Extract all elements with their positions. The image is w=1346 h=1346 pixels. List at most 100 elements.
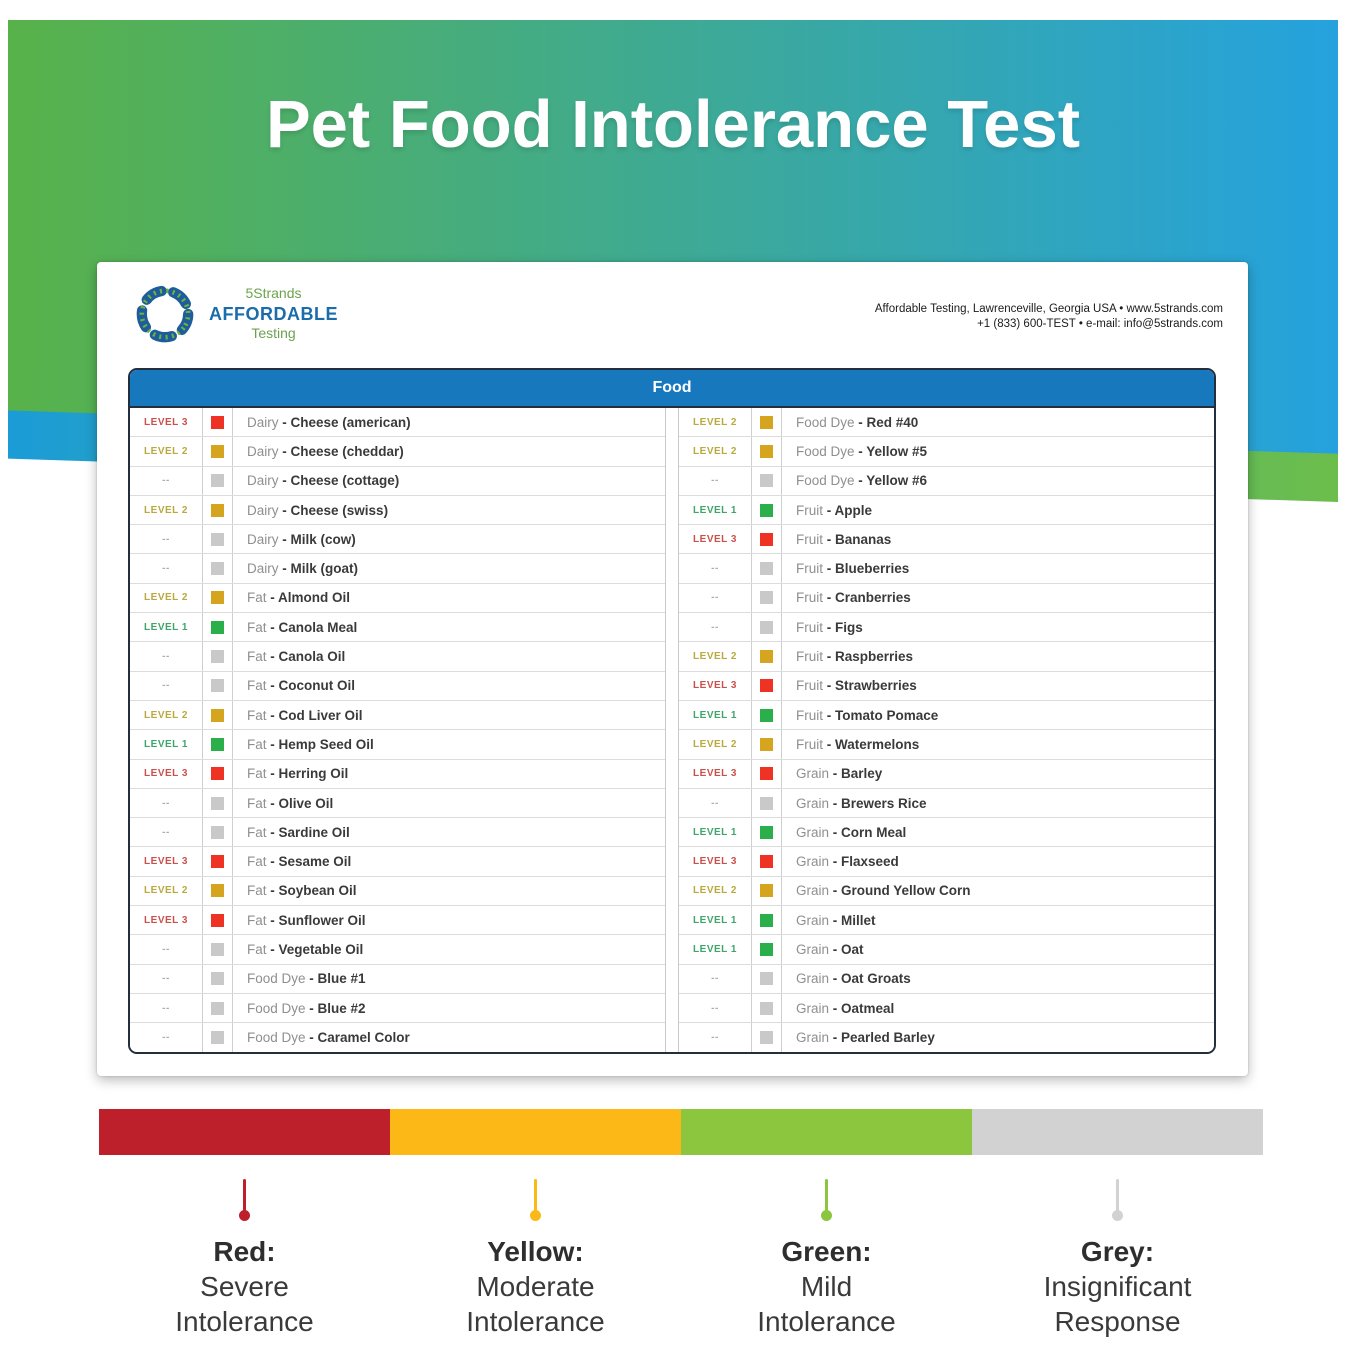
row-category: Grain [796,795,830,811]
row-label: Fat - Soybean Oil [233,877,665,905]
legend-labels: Red: Severe Intolerance Yellow: Moderate… [99,1179,1263,1339]
row-category: Fat [247,766,267,782]
row-label: Food Dye - Blue #2 [233,994,665,1022]
brand-name-main: AFFORDABLE [209,303,338,324]
row-category: Dairy [247,561,279,577]
row-item: - Cheese (american) [278,414,411,430]
severity-swatch-icon [760,708,773,722]
row-swatch-cell [752,964,782,993]
row-category: Fruit [796,502,823,518]
table-row: LEVEL 1 Grain - Millet [679,906,1214,936]
row-category: Fruit [796,531,823,547]
row-category: Fat [247,707,267,723]
row-swatch-cell [752,408,782,437]
row-item: - Strawberries [823,678,917,694]
row-label: Grain - Pearled Barley [782,1023,1214,1051]
row-label: Dairy - Cheese (cottage) [233,467,665,495]
row-swatch-cell [752,847,782,876]
row-label: Grain - Millet [782,906,1214,934]
row-item: - Blueberries [823,561,910,577]
row-swatch-cell [203,613,233,642]
table-row: LEVEL 3 Fat - Sunflower Oil [130,906,665,936]
row-category: Grain [796,912,830,928]
row-level: LEVEL 3 [130,759,203,788]
row-category: Fruit [796,619,823,635]
table-row: LEVEL 1 Fat - Canola Meal [130,613,665,643]
legend-segment-green [681,1109,972,1155]
table-row: -- Food Dye - Blue #2 [130,993,665,1024]
row-category: Fat [247,854,267,870]
legend-pin-icon [1112,1179,1123,1221]
row-swatch-cell [203,906,233,935]
row-swatch-cell [752,671,782,700]
row-item: - Pearled Barley [829,1029,935,1045]
legend-line1: Moderate [476,1271,595,1302]
legend-pin-icon [821,1179,832,1221]
row-level: -- [130,525,203,554]
table-row: LEVEL 2 Grain - Ground Yellow Corn [679,876,1214,907]
row-category: Fruit [796,736,823,752]
severity-swatch-icon [211,415,224,429]
row-swatch-cell [752,583,782,613]
row-category: Dairy [247,502,279,518]
severity-swatch-icon [760,591,773,605]
row-label: Fruit - Tomato Pomace [782,701,1214,729]
severity-swatch-icon [211,650,224,664]
table-row: -- Fat - Olive Oil [130,788,665,819]
row-label: Fat - Vegetable Oil [233,935,665,963]
row-category: Fruit [796,561,823,577]
row-category: Fat [247,619,267,635]
row-item: - Almond Oil [266,590,351,606]
table-row: LEVEL 2 Fat - Almond Oil [130,583,665,614]
table-row: -- Fruit - Figs [679,613,1214,643]
row-category: Fruit [796,707,823,723]
row-item: - Bananas [823,531,892,547]
page-title: Pet Food Intolerance Test [265,87,1081,162]
row-label: Grain - Ground Yellow Corn [782,877,1214,905]
severity-swatch-icon [760,855,773,869]
row-label: Grain - Brewers Rice [782,789,1214,817]
row-label: Fat - Sardine Oil [233,818,665,846]
row-swatch-cell [203,876,233,906]
row-level: LEVEL 2 [679,437,752,466]
table-row: -- Fat - Coconut Oil [130,671,665,701]
row-category: Dairy [247,473,279,489]
severity-swatch-icon [211,708,224,722]
row-swatch-cell [752,466,782,495]
row-category: Food Dye [796,414,855,430]
table-row: LEVEL 1 Fat - Hemp Seed Oil [130,730,665,760]
contact-info: Affordable Testing, Lawrenceville, Georg… [875,302,1223,332]
table-row: LEVEL 1 Grain - Corn Meal [679,818,1214,848]
row-category: Fruit [796,590,823,606]
severity-swatch-icon [211,913,224,927]
row-swatch-cell [752,876,782,906]
row-category: Fat [247,883,267,899]
row-level: LEVEL 1 [679,818,752,847]
row-category: Grain [796,971,830,987]
row-level: -- [679,554,752,583]
contact-line1: Affordable Testing, Lawrenceville, Georg… [874,303,1223,315]
row-level: -- [130,466,203,495]
table-row: LEVEL 3 Fruit - Strawberries [679,671,1214,701]
row-label: Food Dye - Caramel Color [233,1023,665,1051]
row-level: -- [130,554,203,583]
row-level: -- [679,466,752,495]
severity-swatch-icon [211,620,224,634]
row-swatch-cell [203,759,233,788]
brand-wordmark: 5Strands AFFORDABLE Testing [209,285,338,343]
severity-swatch-icon [760,972,773,986]
row-label: Fat - Canola Oil [233,642,665,670]
row-category: Food Dye [247,971,306,987]
row-swatch-cell [203,525,233,554]
table-row: LEVEL 2 Dairy - Cheese (swiss) [130,495,665,526]
row-label: Fat - Sunflower Oil [233,906,665,934]
row-swatch-cell [203,642,233,671]
row-item: - Brewers Rice [829,795,927,811]
severity-swatch-icon [211,1001,224,1015]
legend-segment-red [99,1109,390,1155]
row-swatch-cell [203,1023,233,1052]
row-swatch-cell [203,700,233,730]
row-category: Fruit [796,649,823,665]
row-item: - Ground Yellow Corn [829,883,971,899]
food-table-body: LEVEL 3 Dairy - Cheese (american) LEVEL … [130,408,1214,1052]
